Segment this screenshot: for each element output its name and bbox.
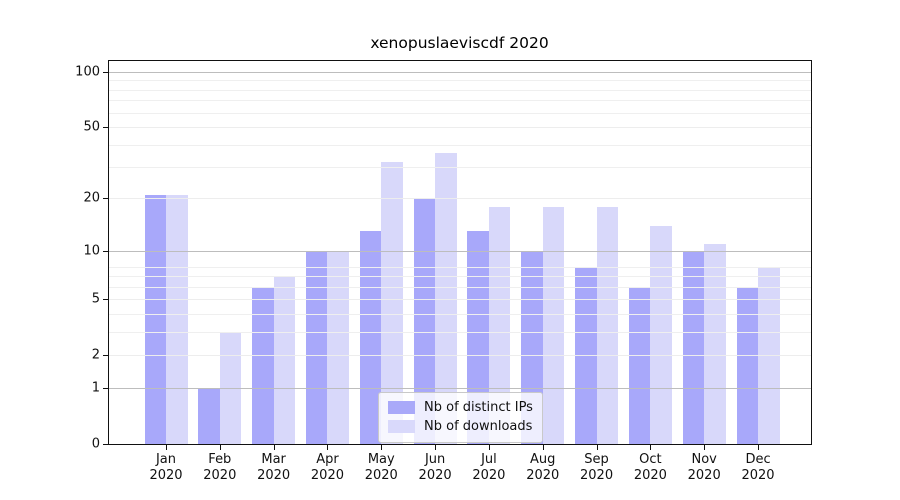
bar xyxy=(650,225,672,444)
chart-title: xenopuslaeviscdf 2020 xyxy=(370,34,549,52)
bar xyxy=(305,250,328,444)
y-tick-label: 100 xyxy=(75,64,100,80)
x-tick-label: Jun 2020 xyxy=(418,452,452,483)
bar xyxy=(488,206,511,444)
x-tick-mark xyxy=(596,444,598,450)
gridline xyxy=(109,112,811,114)
y-tick-label: 2 xyxy=(91,347,100,363)
bar xyxy=(144,194,166,444)
x-tick-mark xyxy=(435,444,437,450)
x-tick-label: Apr 2020 xyxy=(310,452,344,483)
gridline xyxy=(109,286,811,288)
y-tick-mark xyxy=(103,250,108,252)
bar xyxy=(359,231,382,444)
plot-area: Nb of distinct IPs Nb of downloads xyxy=(108,60,812,445)
bar xyxy=(467,231,489,444)
bar xyxy=(736,286,759,444)
bar xyxy=(273,276,296,444)
y-tick-label: 1 xyxy=(91,380,100,396)
y-tick-mark xyxy=(103,72,108,74)
x-tick-label: Jan 2020 xyxy=(149,452,183,483)
x-tick-mark xyxy=(542,444,544,450)
x-tick-label: Feb 2020 xyxy=(203,452,237,483)
gridline xyxy=(109,127,811,129)
y-tick-label: 0 xyxy=(91,436,100,451)
legend-label-downloads: Nb of downloads xyxy=(424,419,533,434)
y-tick-label: 10 xyxy=(83,243,100,259)
legend-swatch-distinct-ips xyxy=(388,401,415,414)
gridline xyxy=(109,167,811,169)
x-tick-label: Dec 2020 xyxy=(741,452,775,483)
x-tick-mark xyxy=(381,444,383,450)
bar xyxy=(596,206,619,444)
legend-label-distinct-ips: Nb of distinct IPs xyxy=(424,400,533,415)
gridline xyxy=(109,144,811,146)
bar xyxy=(381,162,403,444)
x-tick-mark xyxy=(327,444,329,450)
y-tick-label: 50 xyxy=(83,119,100,135)
y-tick-mark xyxy=(103,387,108,389)
x-tick-mark xyxy=(758,444,760,450)
gridline xyxy=(109,266,811,268)
gridline xyxy=(109,313,811,315)
y-tick-mark xyxy=(103,127,108,129)
gridline xyxy=(109,198,811,200)
bar xyxy=(542,206,565,444)
x-tick-mark xyxy=(650,444,652,450)
bar xyxy=(628,286,651,444)
bar xyxy=(252,286,274,444)
gridline xyxy=(109,331,811,333)
x-tick-label: Jul 2020 xyxy=(472,452,506,483)
gridline xyxy=(109,387,811,389)
x-tick-label: Sep 2020 xyxy=(580,452,614,483)
x-tick-mark xyxy=(166,444,167,450)
bar xyxy=(682,250,705,444)
x-tick-mark xyxy=(704,444,706,450)
bar xyxy=(435,152,457,444)
gridline xyxy=(109,250,811,252)
x-tick-label: May 2020 xyxy=(364,452,398,483)
bar xyxy=(327,250,349,444)
x-tick-mark xyxy=(488,444,490,450)
x-tick-label: Oct 2020 xyxy=(633,452,667,483)
gridline xyxy=(109,355,811,357)
gridline xyxy=(109,72,811,74)
y-tick-label: 20 xyxy=(83,190,100,206)
bar xyxy=(704,243,726,444)
y-tick-label: 5 xyxy=(91,291,100,307)
x-tick-label: Nov 2020 xyxy=(687,452,721,483)
x-tick-mark xyxy=(273,444,275,450)
x-tick-label: Mar 2020 xyxy=(257,452,291,483)
legend-swatch-downloads xyxy=(388,420,415,433)
gridline xyxy=(109,276,811,278)
gridline xyxy=(109,100,811,102)
gridline xyxy=(109,89,811,91)
bar xyxy=(198,387,220,444)
y-tick-mark xyxy=(103,355,108,357)
y-tick-mark xyxy=(103,299,108,301)
bar xyxy=(413,198,436,444)
x-tick-mark xyxy=(219,444,221,450)
legend-item: Nb of downloads xyxy=(388,417,533,436)
y-tick-mark xyxy=(103,443,108,445)
legend-item: Nb of distinct IPs xyxy=(388,398,533,417)
y-tick-mark xyxy=(103,198,108,200)
gridline xyxy=(109,299,811,301)
legend: Nb of distinct IPs Nb of downloads xyxy=(378,392,543,443)
gridline xyxy=(109,80,811,82)
x-tick-label: Aug 2020 xyxy=(526,452,560,483)
bar xyxy=(166,194,188,444)
